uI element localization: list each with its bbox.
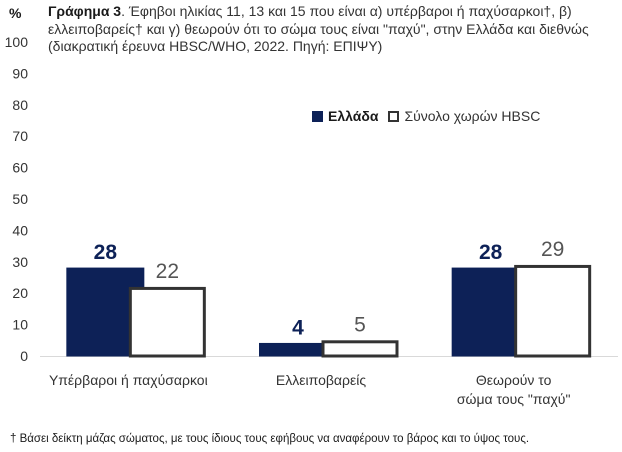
data-label-hbsc-2: 29 xyxy=(541,238,564,261)
legend-label-hbsc: Σύνολο χωρών HBSC xyxy=(404,108,541,124)
legend-label-greece: Ελλάδα xyxy=(328,108,379,124)
chart-title: Γράφημα 3. Έφηβοι ηλικίας 11, 13 και 15 … xyxy=(48,3,616,56)
data-label-greece-2: 28 xyxy=(479,241,503,264)
y-tick-label-0: 0 xyxy=(20,348,28,364)
y-tick-label-30: 30 xyxy=(12,254,28,270)
legend-swatch-hbsc xyxy=(388,110,400,122)
legend: Ελλάδα Σύνολο χωρών HBSC xyxy=(312,108,550,124)
y-tick-label-90: 90 xyxy=(12,65,28,81)
chart-title-bold: Γράφημα 3 xyxy=(48,3,122,19)
x-tick-label-0-0: Υπέρβαροι ή παχύσαρκοι xyxy=(49,372,208,388)
bar-hbsc-1 xyxy=(321,340,399,358)
x-tick-label-1-0: Ελλειποβαρείς xyxy=(276,372,366,388)
bar-hbsc-2 xyxy=(514,264,592,358)
y-tick-label-50: 50 xyxy=(12,191,28,207)
chart-title-text: . Έφηβοι ηλικίας 11, 13 και 15 που είναι… xyxy=(48,3,589,54)
data-label-hbsc-0: 22 xyxy=(156,260,179,283)
x-tick-label-2-0: Θεωρούν το xyxy=(476,372,552,388)
y-tick-label-70: 70 xyxy=(12,128,28,144)
legend-item-greece: Ελλάδα xyxy=(312,108,378,124)
y-tick-label-100: 100 xyxy=(5,34,29,50)
legend-item-hbsc: Σύνολο χωρών HBSC xyxy=(388,108,540,124)
data-label-hbsc-1: 5 xyxy=(354,313,366,336)
y-tick-label-10: 10 xyxy=(12,317,28,333)
y-tick-label-60: 60 xyxy=(12,160,28,176)
y-tick-label-40: 40 xyxy=(12,222,28,238)
footnote: † Βάσει δείκτη μάζας σώματος, με τους ίδ… xyxy=(10,433,530,445)
bar-hbsc-0 xyxy=(128,286,206,358)
legend-swatch-greece xyxy=(312,110,323,122)
y-axis-label: % xyxy=(9,5,22,21)
x-tick-label-2-1: σώμα τους "παχύ" xyxy=(457,391,571,407)
y-tick-label-20: 20 xyxy=(12,285,28,301)
data-label-greece-1: 4 xyxy=(292,316,304,339)
data-label-greece-0: 28 xyxy=(94,241,118,264)
y-tick-label-80: 80 xyxy=(12,97,28,113)
